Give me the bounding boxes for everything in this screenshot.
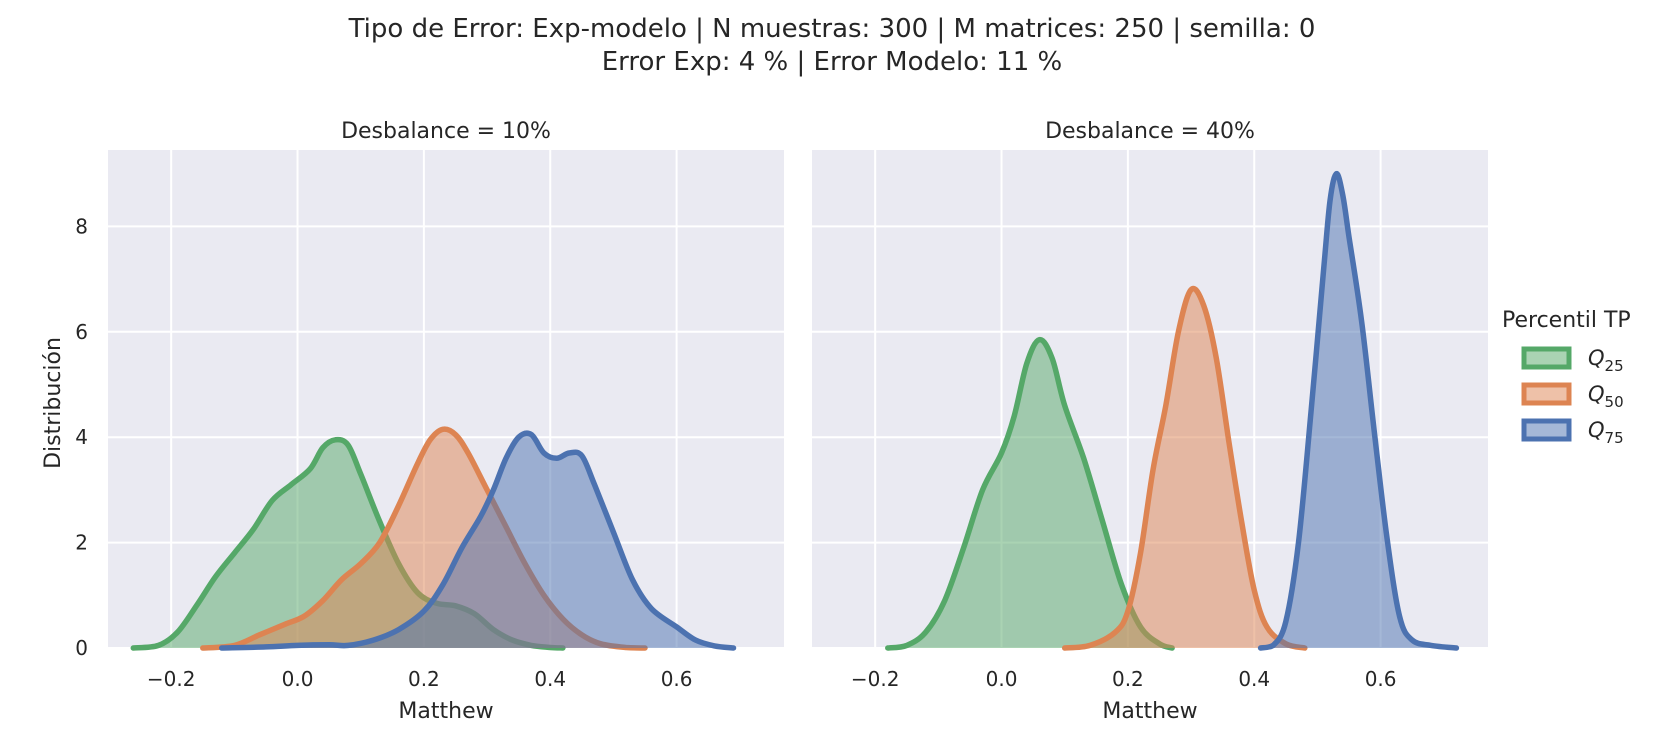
legend-title: Percentil TP [1502, 308, 1631, 333]
legend-swatch [1521, 346, 1572, 370]
kde-area-q25 [887, 339, 1173, 648]
x-axis-label: Matthew [398, 699, 493, 724]
legend-swatch [1521, 382, 1572, 406]
kde-area-q75 [1260, 173, 1457, 649]
x-tick-label: −0.2 [851, 667, 900, 691]
x-tick-label: 0.0 [282, 667, 314, 691]
legend-entry-label: Q25 [1588, 346, 1624, 375]
y-tick-label: 0 [75, 636, 88, 660]
chart-title-line1: Tipo de Error: Exp-modelo | N muestras: … [348, 14, 1316, 44]
y-tick-label: 6 [75, 320, 88, 344]
panel-desbalance-40: −0.2 0.0 0.2 0.4 0.6 Desbalance = 40% Matthew [812, 119, 1488, 724]
x-tick-label: 0.6 [1365, 667, 1397, 691]
legend: Percentil TP Q25 Q50 Q75 [1502, 308, 1631, 447]
x-tick-label: 0.6 [661, 667, 693, 691]
x-tick-label: −0.2 [147, 667, 196, 691]
kde-line-q75 [1257, 170, 1460, 651]
panel-title: Desbalance = 40% [1045, 119, 1255, 144]
legend-swatch [1521, 418, 1572, 442]
kde-area-q50 [1064, 288, 1305, 648]
x-tick-label: 0.2 [408, 667, 440, 691]
legend-entry-label: Q50 [1588, 382, 1624, 411]
y-axis-label: Distribución [41, 337, 66, 469]
x-tick-label: 0.0 [986, 667, 1018, 691]
y-tick-label: 8 [75, 214, 88, 238]
y-tick-label: 2 [75, 531, 88, 555]
panel-title: Desbalance = 10% [341, 119, 551, 144]
x-tick-label: 0.4 [1238, 667, 1270, 691]
panel-desbalance-10: −0.2 0.0 0.2 0.4 0.6 0 2 4 6 8 Desbalance = 10% Mat… [75, 119, 784, 724]
kde-line-q75 [218, 430, 737, 651]
kde-line-q50 [1061, 285, 1308, 651]
x-axis-label: Matthew [1102, 699, 1197, 724]
kde-line-q25 [885, 336, 1175, 651]
x-tick-label: 0.2 [1112, 667, 1144, 691]
kde-area-q75 [221, 433, 734, 648]
x-tick-label: 0.4 [534, 667, 566, 691]
kde-area-q25 [133, 439, 563, 648]
legend-entry-label: Q75 [1588, 418, 1624, 447]
chart-title-line2: Error Exp: 4 % | Error Modelo: 11 % [602, 47, 1062, 77]
y-tick-label: 4 [75, 425, 88, 449]
